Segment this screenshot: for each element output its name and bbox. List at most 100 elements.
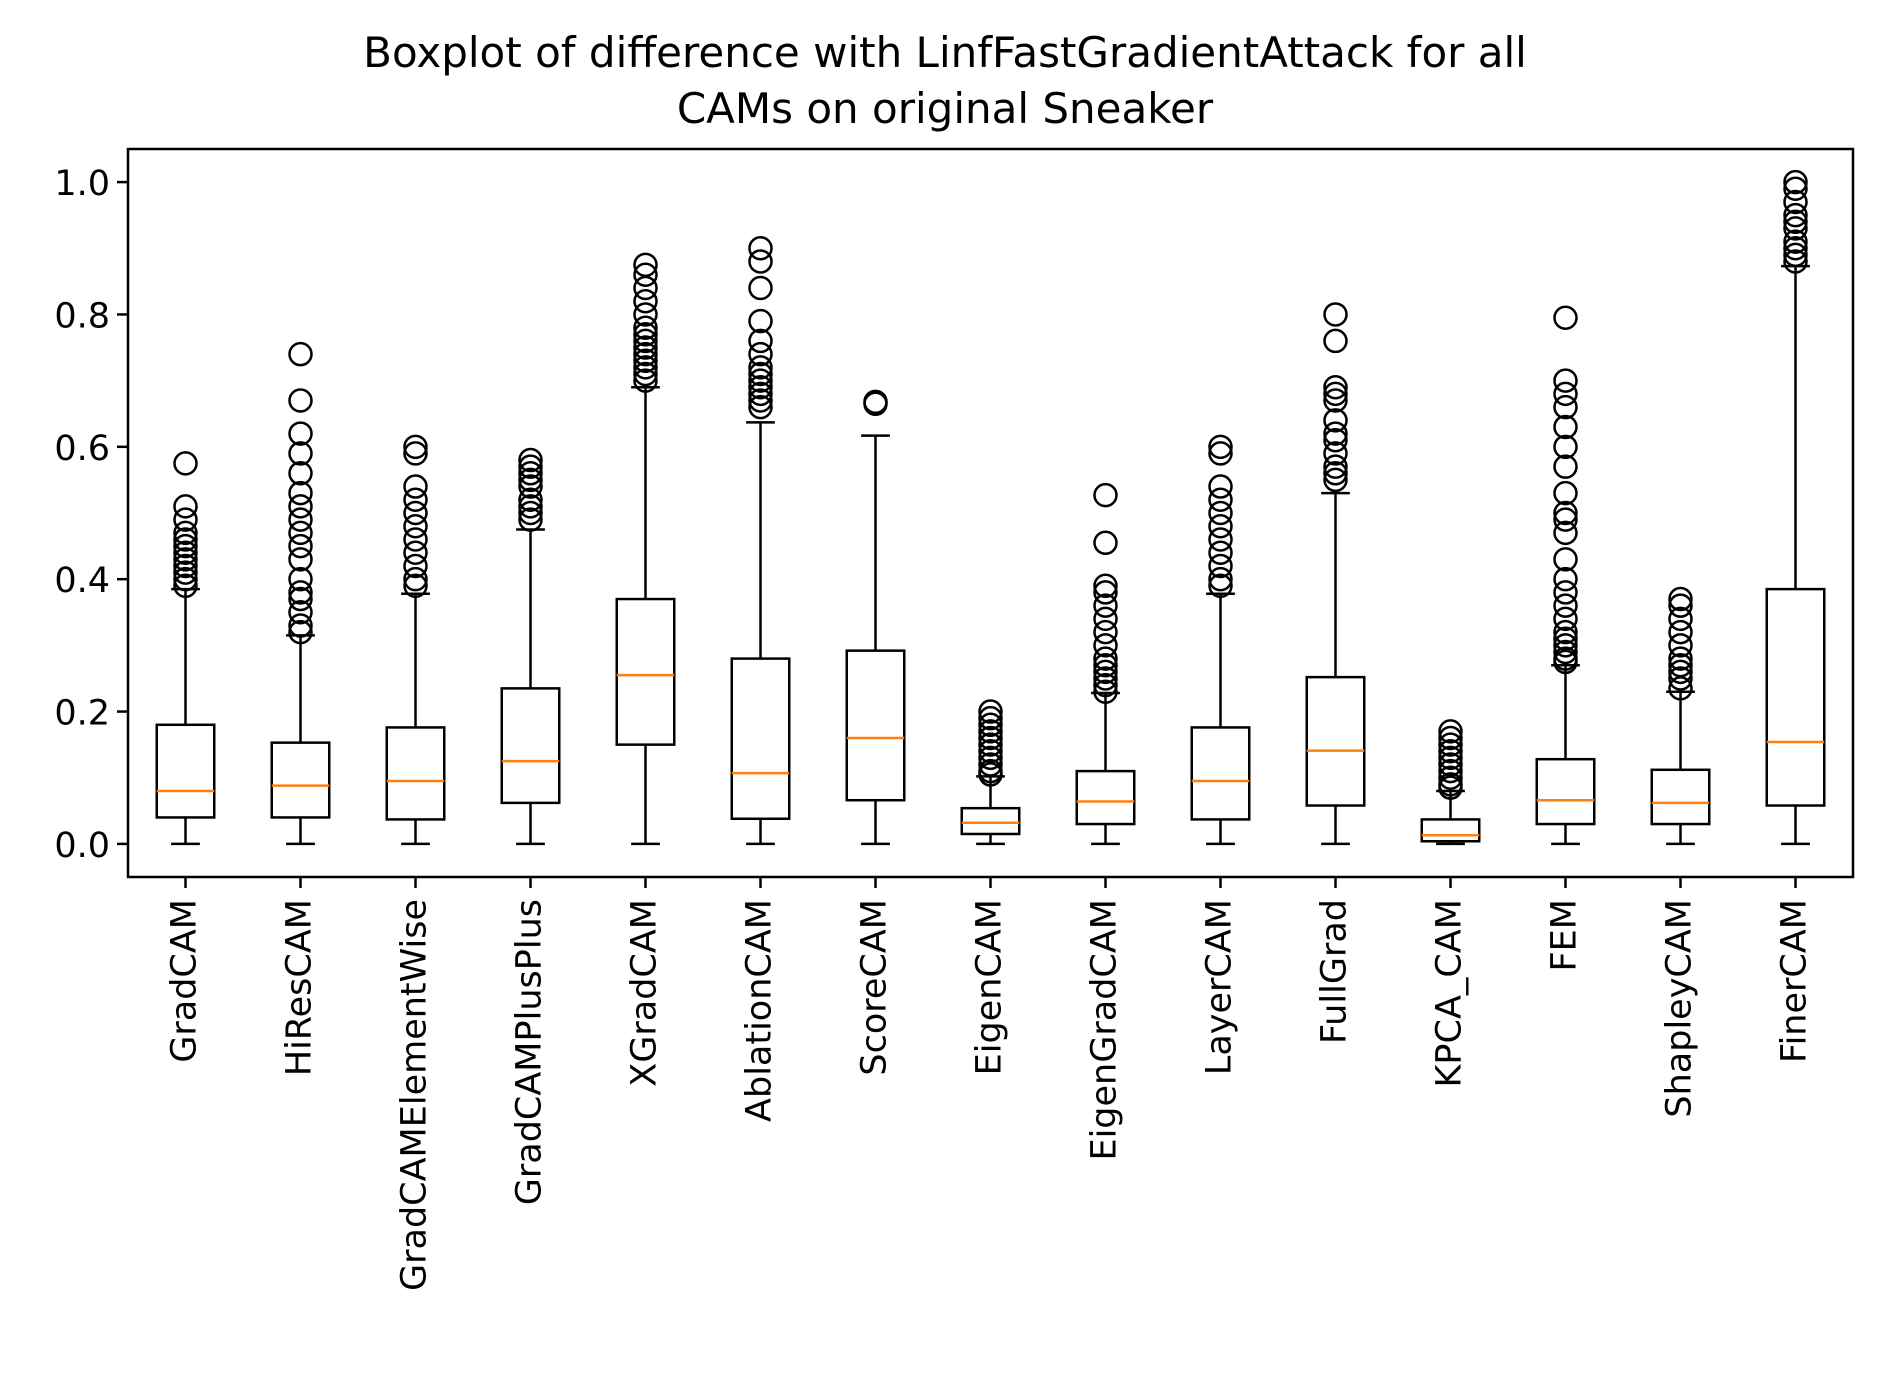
outlier-point xyxy=(1323,388,1348,413)
iqr-box xyxy=(1650,768,1711,826)
outlier-point xyxy=(748,249,773,274)
outlier-point xyxy=(288,494,313,519)
outlier-point xyxy=(288,441,313,466)
outlier-point xyxy=(1438,765,1463,790)
x-tick-label-gradcamplusplus: GradCAMPlusPlus xyxy=(510,899,550,1205)
outlier-point xyxy=(1093,580,1118,605)
outlier-point xyxy=(518,500,543,526)
outlier-point xyxy=(1323,381,1348,407)
outlier-point xyxy=(288,580,313,605)
x-tick-label-shapleycam: ShapleyCAM xyxy=(1660,899,1700,1118)
outlier-point xyxy=(633,328,658,354)
outlier-point xyxy=(288,600,313,625)
outlier-point xyxy=(978,752,1003,777)
box-group-xgradcam xyxy=(615,252,676,846)
outlier-point xyxy=(1783,216,1808,241)
box-group-hirescam xyxy=(270,341,331,846)
outlier-point xyxy=(748,341,773,367)
outlier-point xyxy=(633,262,658,287)
outlier-point xyxy=(288,586,313,612)
outlier-point xyxy=(1553,454,1578,479)
outlier-point xyxy=(1093,573,1118,599)
outlier-point xyxy=(1208,487,1233,513)
box-group-gradcamelementwise xyxy=(385,434,446,846)
outlier-point xyxy=(633,302,658,327)
outlier-point xyxy=(1208,553,1233,579)
outlier-point xyxy=(978,758,1003,784)
x-tick-label-ablationcam: AblationCAM xyxy=(740,899,780,1122)
outlier-point xyxy=(1208,500,1233,526)
x-tick-label-layercam: LayerCAM xyxy=(1200,899,1240,1075)
y-tick-label: 1.0 xyxy=(54,164,110,204)
outlier-point xyxy=(863,389,888,415)
box-group-layercam xyxy=(1190,434,1251,846)
outlier-point xyxy=(1553,414,1578,440)
iqr-box xyxy=(1765,587,1826,807)
outlier-point xyxy=(1783,209,1808,235)
outlier-point xyxy=(748,355,773,380)
iqr-box xyxy=(385,726,446,821)
outlier-point xyxy=(1668,633,1693,658)
outlier-point xyxy=(1438,752,1463,777)
x-tick-label-eigengradcam: EigenGradCAM xyxy=(1085,899,1125,1161)
outlier-point xyxy=(288,421,313,446)
outlier-point xyxy=(633,355,658,380)
outlier-point xyxy=(173,494,198,519)
box-group-gradcam xyxy=(155,451,216,846)
box-group-shapleycam xyxy=(1650,586,1711,846)
outlier-point xyxy=(173,560,198,585)
outlier-point xyxy=(518,454,543,479)
outlier-point xyxy=(1093,606,1118,632)
iqr-box xyxy=(960,806,1021,836)
outlier-point xyxy=(1208,573,1233,599)
outlier-point xyxy=(518,461,543,486)
outlier-point xyxy=(1093,633,1118,658)
outlier-point xyxy=(1438,725,1463,751)
y-tick-label: 0.4 xyxy=(54,561,110,601)
outlier-point xyxy=(1438,745,1463,771)
outlier-point xyxy=(1668,586,1693,612)
outlier-point xyxy=(403,441,428,466)
outlier-point xyxy=(288,520,313,546)
outlier-point xyxy=(403,474,428,499)
outlier-point xyxy=(1553,593,1578,618)
outlier-point xyxy=(1093,666,1118,691)
outlier-point xyxy=(633,335,658,360)
outlier-point xyxy=(403,487,428,513)
x-tick-label-fullgrad: FullGrad xyxy=(1315,899,1355,1044)
outlier-point xyxy=(173,547,198,572)
outlier-point xyxy=(748,394,773,420)
outlier-point xyxy=(1553,619,1578,645)
outlier-point xyxy=(863,391,888,417)
outlier-point xyxy=(1093,672,1118,698)
outlier-point xyxy=(633,341,658,367)
outlier-point xyxy=(403,553,428,579)
outlier-point xyxy=(748,368,773,393)
iqr-box xyxy=(1075,769,1136,826)
outlier-point xyxy=(633,322,658,347)
outlier-point xyxy=(288,507,313,532)
outlier-point xyxy=(1208,441,1233,466)
outlier-point xyxy=(1093,646,1118,671)
outlier-point xyxy=(1553,566,1578,592)
outlier-point xyxy=(288,341,313,367)
outlier-point xyxy=(633,361,658,387)
x-tick-label-kpca-cam: KPCA_CAM xyxy=(1430,899,1470,1088)
outlier-point xyxy=(403,513,428,539)
iqr-box xyxy=(155,723,216,819)
outlier-point xyxy=(1783,242,1808,268)
y-tick-label: 0.2 xyxy=(54,694,110,734)
outlier-point xyxy=(748,275,773,301)
outlier-point xyxy=(633,275,658,301)
outlier-point xyxy=(1208,474,1233,499)
outlier-point xyxy=(1553,368,1578,393)
iqr-box xyxy=(615,597,676,746)
outlier-point xyxy=(288,613,313,638)
outlier-point xyxy=(633,368,658,393)
iqr-box xyxy=(270,741,331,819)
outlier-point xyxy=(1323,454,1348,479)
x-tick-label-xgradcam: XGradCAM xyxy=(625,899,665,1087)
y-tick-label: 0.0 xyxy=(54,826,110,866)
outlier-point xyxy=(173,573,198,599)
outlier-point xyxy=(1553,394,1578,420)
